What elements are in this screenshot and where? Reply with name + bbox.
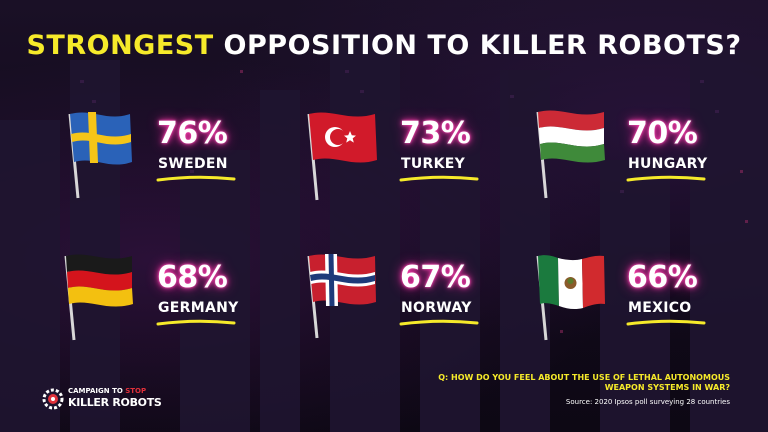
country-card-hungary: 70% HUNGARY: [532, 108, 762, 238]
country-card-sweden: 76% SWEDEN: [62, 108, 292, 238]
page-title: STRONGEST OPPOSITION TO KILLER ROBOTS?: [0, 30, 768, 61]
country-name: SWEDEN: [158, 156, 228, 172]
campaign-logo: CAMPAIGN TO STOP KILLER ROBOTS: [42, 386, 162, 412]
percent-value: 70%: [627, 116, 698, 151]
gear-icon: [42, 388, 64, 410]
logo-line-1: CAMPAIGN TO STOP: [68, 387, 147, 395]
title-highlight: STRONGEST: [26, 30, 214, 61]
country-card-germany: 68% GERMANY: [62, 252, 292, 382]
underline-decoration: [399, 319, 479, 326]
country-name: GERMANY: [158, 300, 239, 316]
country-name: TURKEY: [401, 156, 466, 172]
percent-value: 67%: [400, 260, 471, 295]
underline-decoration: [626, 319, 706, 326]
percent-value: 68%: [157, 260, 228, 295]
percent-value: 73%: [400, 116, 471, 151]
country-name: MEXICO: [628, 300, 692, 316]
logo-line-2: KILLER ROBOTS: [68, 396, 162, 409]
underline-decoration: [399, 175, 479, 182]
norway-flag-icon: [305, 252, 395, 362]
sweden-flag-icon: [62, 108, 152, 218]
mexico-flag-icon: [532, 252, 622, 362]
germany-flag-icon: [62, 252, 152, 362]
underline-decoration: [156, 319, 236, 326]
country-name: NORWAY: [401, 300, 472, 316]
survey-question: Q: HOW DO YOU FEEL ABOUT THE USE OF LETH…: [438, 373, 730, 392]
underline-decoration: [626, 175, 706, 182]
source-note: Source: 2020 Ipsos poll surveying 28 cou…: [565, 398, 730, 406]
percent-value: 66%: [627, 260, 698, 295]
percent-value: 76%: [157, 116, 228, 151]
country-card-mexico: 66% MEXICO: [532, 252, 762, 382]
hungary-flag-icon: [532, 108, 622, 218]
turkey-flag-icon: [305, 108, 395, 218]
title-rest: OPPOSITION TO KILLER ROBOTS?: [213, 30, 742, 61]
country-card-norway: 67% NORWAY: [305, 252, 535, 382]
underline-decoration: [156, 175, 236, 182]
country-name: HUNGARY: [628, 156, 708, 172]
country-card-turkey: 73% TURKEY: [305, 108, 535, 238]
